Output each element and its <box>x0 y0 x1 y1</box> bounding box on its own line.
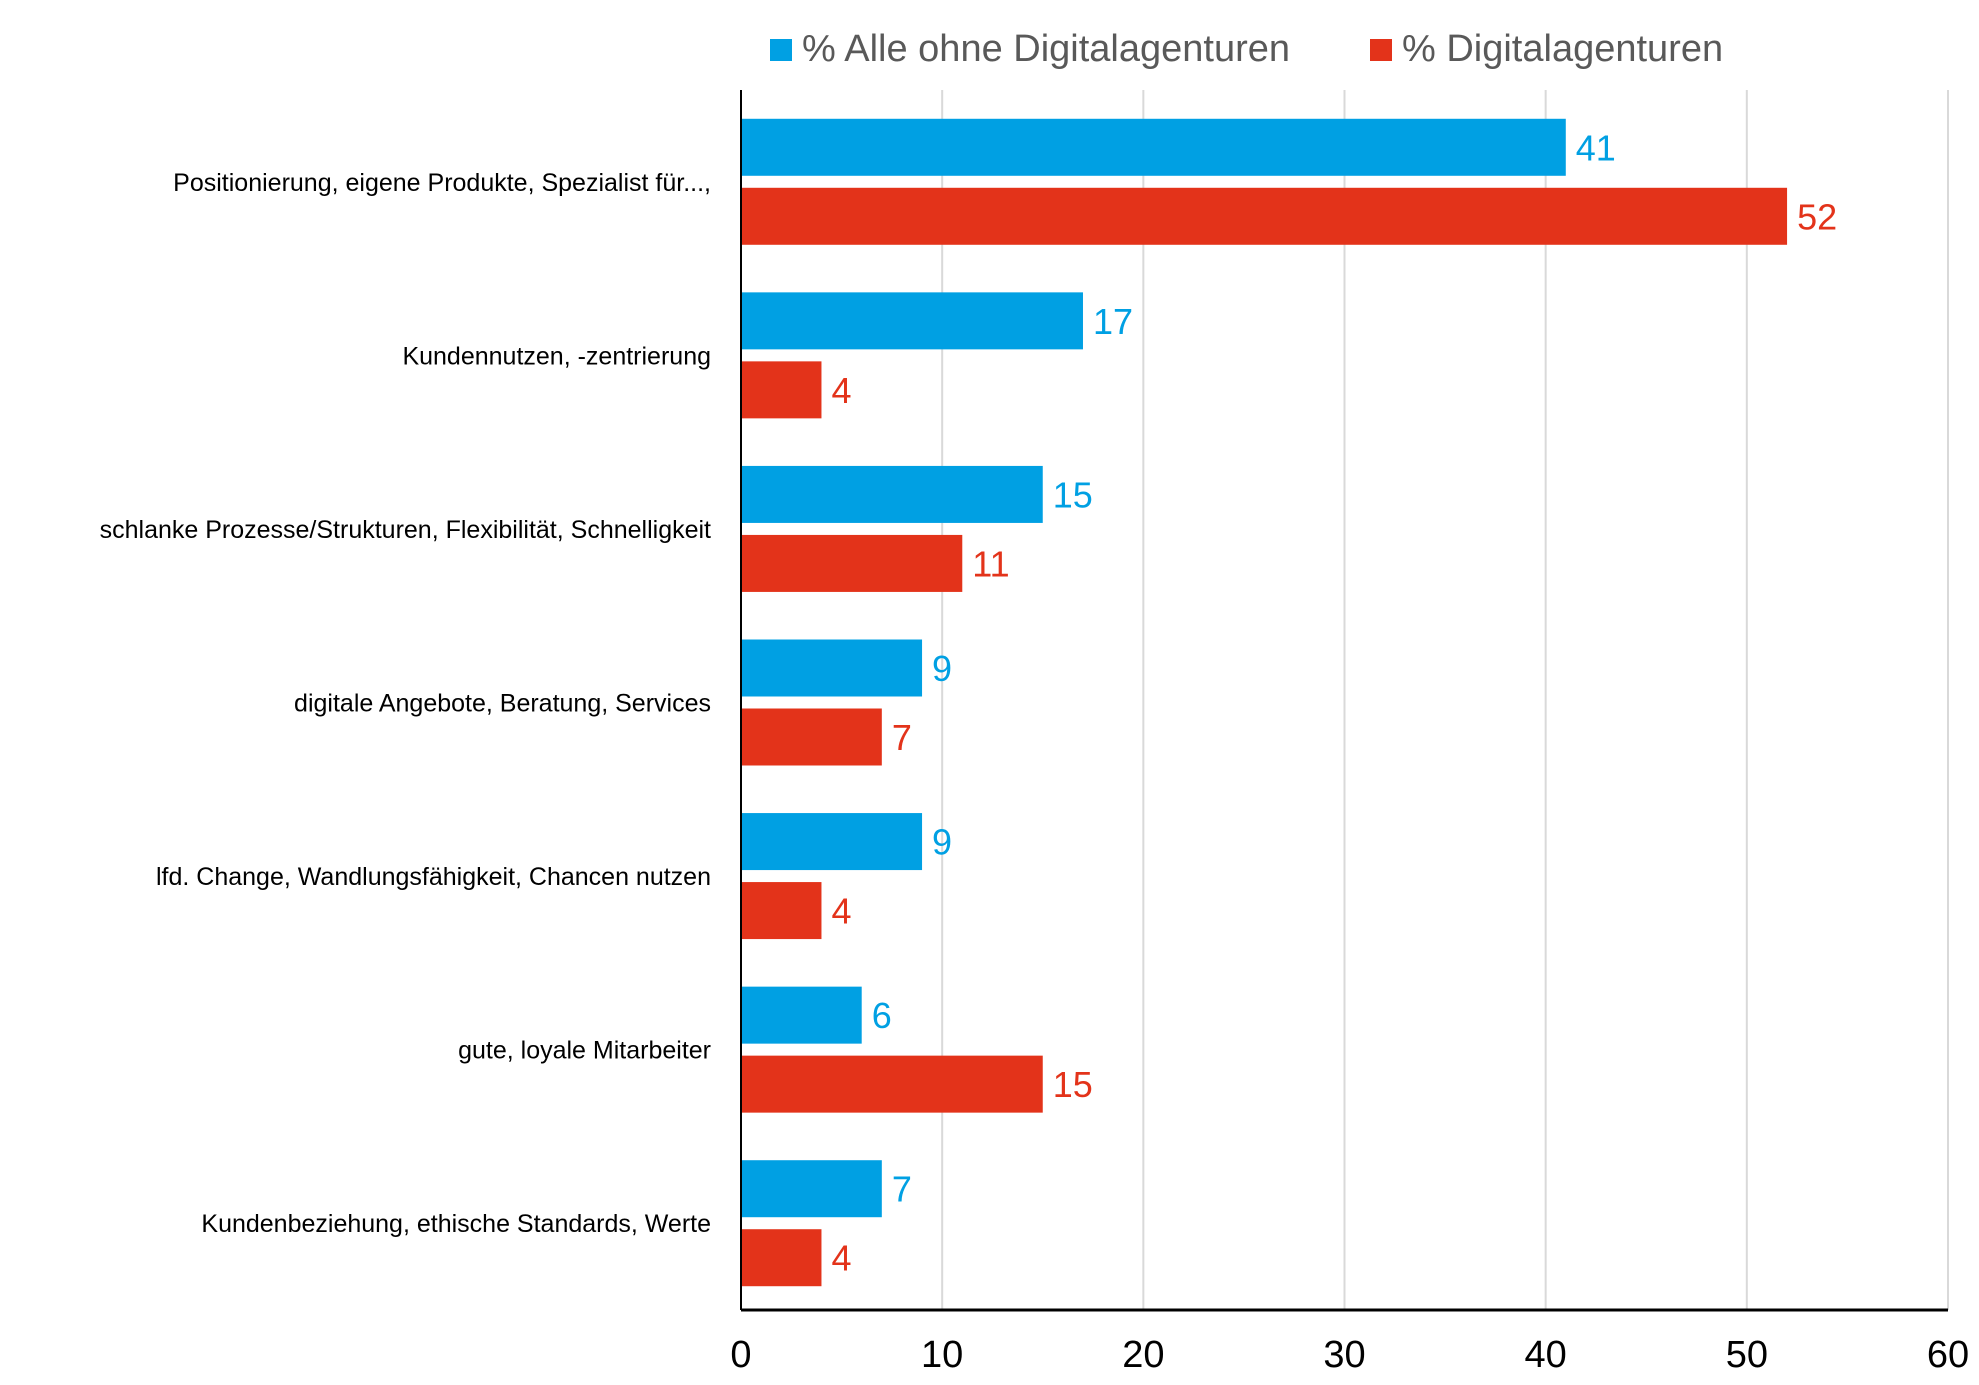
legend: % Alle ohne Digitalagenturen % Digitalag… <box>0 28 1979 78</box>
legend-item-digitalagenturen: % Digitalagenturen <box>1370 28 1723 71</box>
x-tick-label: 50 <box>1726 1334 1768 1376</box>
data-label: 4 <box>831 370 851 411</box>
data-label: 6 <box>872 995 892 1036</box>
data-label: 9 <box>932 822 952 863</box>
data-label: 4 <box>831 891 851 932</box>
category-label: lfd. Change, Wandlungsfähigkeit, Chancen… <box>156 863 711 891</box>
data-label: 11 <box>972 543 1009 584</box>
legend-label-digitalagenturen: % Digitalagenturen <box>1402 28 1724 70</box>
x-tick-label: 20 <box>1122 1334 1164 1376</box>
bar <box>741 292 1083 350</box>
legend-swatch-alle <box>770 38 792 61</box>
category-label: digitale Angebote, Beratung, Services <box>294 690 711 718</box>
data-label: 52 <box>1797 196 1837 237</box>
bar <box>741 986 862 1044</box>
data-label: 15 <box>1053 474 1093 515</box>
bar <box>741 1055 1043 1113</box>
legend-label-alle: % Alle ohne Digitalagenturen <box>802 28 1291 70</box>
data-label: 7 <box>892 1169 912 1210</box>
bar <box>741 361 822 419</box>
data-label: 7 <box>892 717 912 758</box>
bar <box>741 187 1788 245</box>
data-label: 9 <box>932 648 952 689</box>
legend-item-alle: % Alle ohne Digitalagenturen <box>770 28 1290 71</box>
category-label: Kundennutzen, -zentrierung <box>402 342 711 370</box>
x-tick-label: 60 <box>1927 1334 1969 1376</box>
x-tick-label: 30 <box>1323 1334 1365 1376</box>
bar <box>741 882 822 940</box>
data-label: 15 <box>1053 1064 1093 1105</box>
x-tick-label: 40 <box>1525 1334 1567 1376</box>
data-label: 4 <box>831 1238 851 1279</box>
bar <box>741 534 963 592</box>
bar <box>741 118 1566 176</box>
bar <box>741 1160 882 1218</box>
bar <box>741 639 923 697</box>
bar <box>741 813 923 871</box>
legend-swatch-digitalagenturen <box>1370 38 1392 61</box>
x-tick-label: 10 <box>921 1334 963 1376</box>
bar <box>741 465 1043 523</box>
category-label: schlanke Prozesse/Strukturen, Flexibilit… <box>100 516 711 544</box>
bar <box>741 1229 822 1287</box>
bar <box>741 708 882 766</box>
x-tick-label: 0 <box>730 1334 751 1376</box>
data-label: 41 <box>1576 127 1616 168</box>
category-label: Positionierung, eigene Produkte, Spezial… <box>173 169 711 197</box>
category-label: Kundenbeziehung, ethische Standards, Wer… <box>201 1210 711 1238</box>
data-label: 17 <box>1093 301 1133 342</box>
category-label: gute, loyale Mitarbeiter <box>458 1037 711 1065</box>
